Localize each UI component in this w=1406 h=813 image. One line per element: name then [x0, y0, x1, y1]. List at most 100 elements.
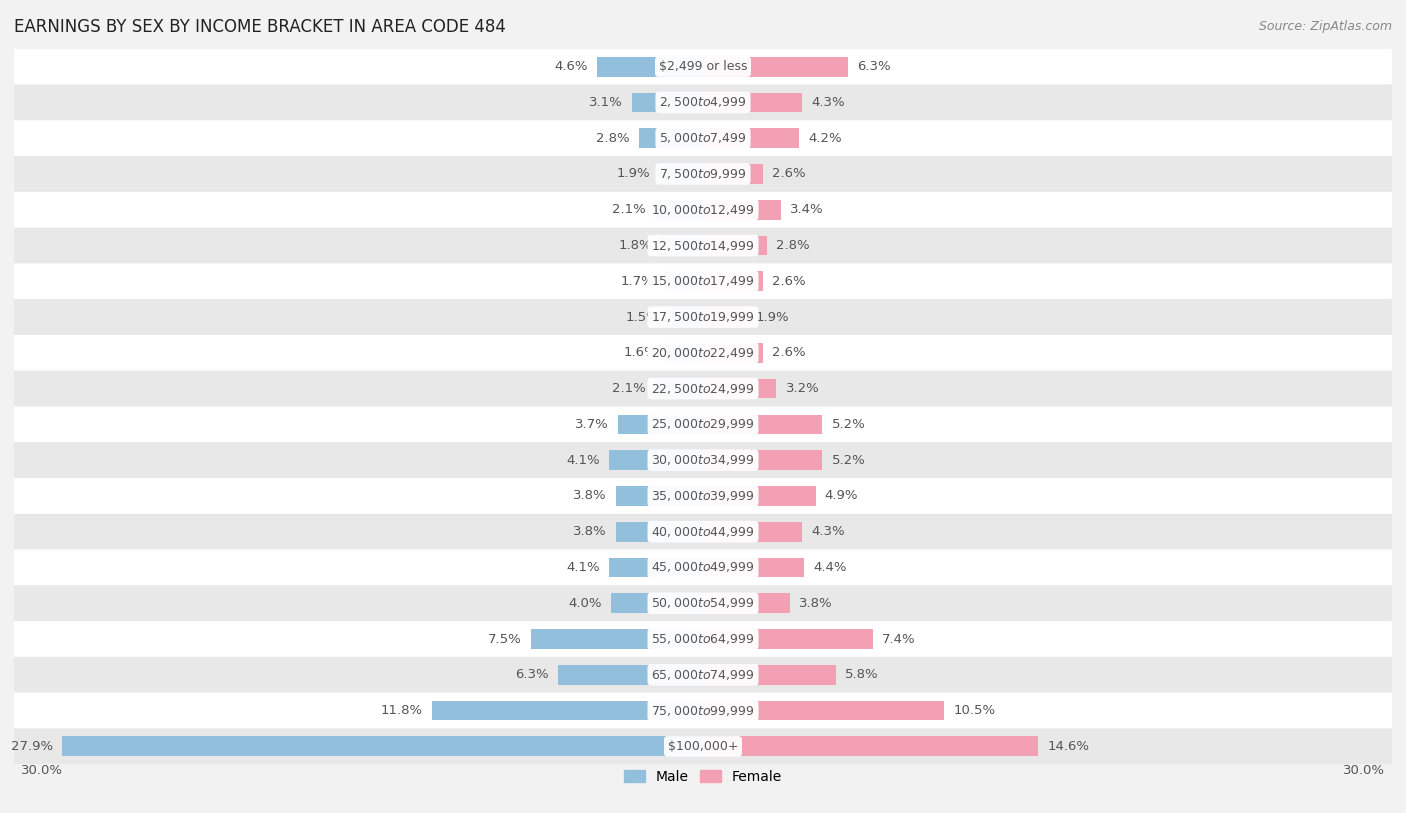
Text: 4.6%: 4.6%	[555, 60, 588, 73]
Text: $2,499 or less: $2,499 or less	[659, 60, 747, 73]
Bar	[616, 486, 703, 506]
Bar	[703, 343, 762, 363]
FancyBboxPatch shape	[14, 85, 1392, 120]
Bar	[655, 200, 703, 220]
Bar	[703, 629, 873, 649]
Text: 30.0%: 30.0%	[1343, 764, 1385, 777]
Bar	[703, 593, 790, 613]
Text: 11.8%: 11.8%	[381, 704, 423, 717]
Text: $10,000 to $12,499: $10,000 to $12,499	[651, 202, 755, 217]
Text: 4.0%: 4.0%	[568, 597, 602, 610]
Bar	[703, 379, 776, 398]
Text: $50,000 to $54,999: $50,000 to $54,999	[651, 596, 755, 611]
Bar	[612, 593, 703, 613]
Bar	[62, 737, 703, 756]
Text: $40,000 to $44,999: $40,000 to $44,999	[651, 524, 755, 539]
Text: 14.6%: 14.6%	[1047, 740, 1090, 753]
Text: 4.9%: 4.9%	[825, 489, 858, 502]
FancyBboxPatch shape	[14, 514, 1392, 550]
Text: 10.5%: 10.5%	[953, 704, 995, 717]
Text: $7,500 to $9,999: $7,500 to $9,999	[659, 167, 747, 181]
FancyBboxPatch shape	[14, 49, 1392, 85]
Text: 3.8%: 3.8%	[572, 525, 606, 538]
Bar	[609, 558, 703, 577]
FancyBboxPatch shape	[14, 693, 1392, 728]
Text: 2.6%: 2.6%	[772, 346, 806, 359]
Bar	[703, 164, 762, 184]
FancyBboxPatch shape	[14, 371, 1392, 406]
Text: 2.8%: 2.8%	[776, 239, 810, 252]
FancyBboxPatch shape	[14, 728, 1392, 764]
Bar	[703, 57, 848, 76]
Bar	[531, 629, 703, 649]
FancyBboxPatch shape	[14, 478, 1392, 514]
Text: $55,000 to $64,999: $55,000 to $64,999	[651, 632, 755, 646]
Text: $20,000 to $22,499: $20,000 to $22,499	[651, 346, 755, 360]
Text: 1.7%: 1.7%	[621, 275, 655, 288]
Text: 4.4%: 4.4%	[813, 561, 846, 574]
Text: 3.2%: 3.2%	[786, 382, 820, 395]
Text: $100,000+: $100,000+	[668, 740, 738, 753]
Bar	[703, 307, 747, 327]
Bar	[703, 701, 945, 720]
Bar	[703, 558, 804, 577]
Bar	[664, 272, 703, 291]
FancyBboxPatch shape	[14, 192, 1392, 228]
Bar	[703, 200, 782, 220]
Text: 4.1%: 4.1%	[567, 454, 599, 467]
Bar	[703, 93, 801, 112]
Text: 5.2%: 5.2%	[831, 454, 865, 467]
Text: 3.8%: 3.8%	[800, 597, 834, 610]
Text: $12,500 to $14,999: $12,500 to $14,999	[651, 238, 755, 253]
FancyBboxPatch shape	[14, 299, 1392, 335]
FancyBboxPatch shape	[14, 550, 1392, 585]
Bar	[432, 701, 703, 720]
Text: 6.3%: 6.3%	[856, 60, 890, 73]
Bar	[666, 343, 703, 363]
Text: 1.6%: 1.6%	[623, 346, 657, 359]
Bar	[703, 415, 823, 434]
Text: 27.9%: 27.9%	[11, 740, 53, 753]
Text: $75,000 to $99,999: $75,000 to $99,999	[651, 703, 755, 718]
Bar	[703, 450, 823, 470]
Bar	[703, 486, 815, 506]
Text: 4.1%: 4.1%	[567, 561, 599, 574]
Text: $15,000 to $17,499: $15,000 to $17,499	[651, 274, 755, 289]
Text: $45,000 to $49,999: $45,000 to $49,999	[651, 560, 755, 575]
Text: 2.6%: 2.6%	[772, 275, 806, 288]
Legend: Male, Female: Male, Female	[619, 764, 787, 789]
Bar	[662, 236, 703, 255]
Bar	[616, 522, 703, 541]
Text: $22,500 to $24,999: $22,500 to $24,999	[651, 381, 755, 396]
Text: 30.0%: 30.0%	[21, 764, 63, 777]
FancyBboxPatch shape	[14, 621, 1392, 657]
Bar	[631, 93, 703, 112]
Bar	[669, 307, 703, 327]
FancyBboxPatch shape	[14, 406, 1392, 442]
Text: EARNINGS BY SEX BY INCOME BRACKET IN AREA CODE 484: EARNINGS BY SEX BY INCOME BRACKET IN ARE…	[14, 18, 506, 36]
FancyBboxPatch shape	[14, 585, 1392, 621]
Text: 3.7%: 3.7%	[575, 418, 609, 431]
FancyBboxPatch shape	[14, 120, 1392, 156]
Text: 1.5%: 1.5%	[626, 311, 659, 324]
Text: Source: ZipAtlas.com: Source: ZipAtlas.com	[1258, 20, 1392, 33]
Bar	[703, 272, 762, 291]
Bar	[703, 737, 1038, 756]
Text: 7.5%: 7.5%	[488, 633, 522, 646]
FancyBboxPatch shape	[14, 442, 1392, 478]
Text: 1.9%: 1.9%	[756, 311, 789, 324]
Text: $25,000 to $29,999: $25,000 to $29,999	[651, 417, 755, 432]
FancyBboxPatch shape	[14, 335, 1392, 371]
Text: 3.8%: 3.8%	[572, 489, 606, 502]
Text: 6.3%: 6.3%	[516, 668, 550, 681]
Text: $2,500 to $4,999: $2,500 to $4,999	[659, 95, 747, 110]
Text: 4.3%: 4.3%	[811, 96, 845, 109]
Bar	[703, 128, 800, 148]
Text: 2.8%: 2.8%	[596, 132, 630, 145]
Text: 4.3%: 4.3%	[811, 525, 845, 538]
FancyBboxPatch shape	[14, 263, 1392, 299]
FancyBboxPatch shape	[14, 156, 1392, 192]
Bar	[703, 522, 801, 541]
Text: $17,500 to $19,999: $17,500 to $19,999	[651, 310, 755, 324]
Text: $65,000 to $74,999: $65,000 to $74,999	[651, 667, 755, 682]
